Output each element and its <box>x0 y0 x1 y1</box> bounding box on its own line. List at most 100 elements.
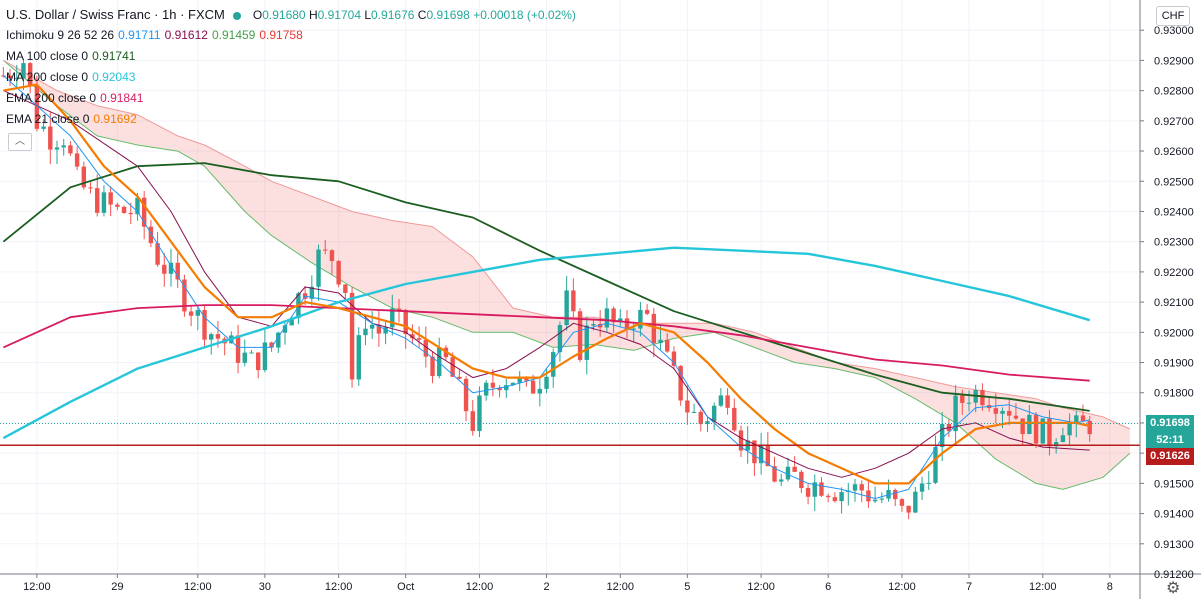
candle-body <box>584 325 589 360</box>
candle-body <box>725 395 730 408</box>
candle-body <box>182 279 187 312</box>
bar-countdown-badge: 52:11 <box>1146 431 1194 449</box>
cloud-segment <box>144 118 151 148</box>
candle-body <box>966 402 972 404</box>
cloud-segment <box>922 379 929 407</box>
cloud-segment <box>526 311 534 340</box>
candle-body <box>530 380 536 394</box>
candle-body <box>872 499 878 502</box>
cloud-segment <box>77 98 84 126</box>
collapse-legend-button[interactable]: ︿ <box>8 133 32 151</box>
candle-body <box>41 126 46 129</box>
candle-body <box>1074 415 1079 425</box>
cloud-segment <box>264 177 272 236</box>
indicator-label: MA 100 close 0 <box>6 49 89 63</box>
candle-body <box>423 339 429 357</box>
cloud-segment <box>278 183 285 245</box>
price-tick-label: 0.92300 <box>1154 237 1194 249</box>
indicator-row: MA 200 close 0 0.92043 <box>6 67 576 88</box>
cloud-segment <box>97 105 104 138</box>
candle-body <box>866 490 871 502</box>
time-tick-label: 29 <box>111 581 123 593</box>
cloud-segment <box>1015 395 1023 476</box>
candle-body <box>1060 435 1066 443</box>
cloud-segment <box>680 323 688 338</box>
candle-body <box>638 309 643 329</box>
price-tick-label: 0.91400 <box>1154 509 1194 521</box>
indicator-label: EMA 21 close 0 <box>6 112 90 126</box>
cloud-segment <box>459 246 467 330</box>
candle-body <box>960 395 965 403</box>
candle-body <box>524 377 529 381</box>
candle-body <box>765 445 771 467</box>
price-tick-label: 0.92500 <box>1154 176 1194 188</box>
candle-body <box>27 63 33 86</box>
cloud-segment <box>479 265 487 333</box>
cloud-segment <box>184 138 192 159</box>
cloud-segment <box>231 159 239 204</box>
candle-body <box>926 482 931 484</box>
candle-body <box>141 197 147 227</box>
candle-body <box>510 382 516 386</box>
cloud-segment <box>124 111 131 144</box>
time-tick-label: Oct <box>397 581 414 593</box>
candle-body <box>470 411 475 432</box>
price-tick-label: 0.92900 <box>1154 55 1194 67</box>
candle-body <box>363 328 368 336</box>
cloud-segment <box>70 95 78 121</box>
cloud-segment <box>445 236 453 325</box>
legend-title-row: U.S. Dollar / Swiss Franc · 1h · FXCM O0.… <box>6 4 576 25</box>
candle-body <box>477 395 482 432</box>
currency-button[interactable]: CHF <box>1156 6 1190 26</box>
candle-body <box>1000 410 1005 414</box>
cloud-segment <box>117 110 125 142</box>
candle-body <box>162 264 167 274</box>
candle-body <box>255 352 261 371</box>
candle-body <box>1033 414 1039 444</box>
candle-body <box>1020 418 1025 435</box>
candle-body <box>457 376 462 379</box>
indicator-row: EMA 200 close 0 0.91841 <box>6 88 576 109</box>
settings-gear-icon[interactable]: ⚙ <box>1166 580 1181 597</box>
candle-body <box>678 365 683 401</box>
time-tick-label: 2 <box>543 581 549 593</box>
cloud-segment <box>385 219 393 309</box>
cloud-segment <box>305 193 312 263</box>
candle-body <box>577 311 583 360</box>
candle-body <box>48 126 53 150</box>
candle-body <box>980 390 985 406</box>
cloud-segment <box>915 377 923 403</box>
candle-body <box>1027 414 1032 435</box>
indicator-row: Ichimoku 9 26 52 26 0.91711 0.91612 0.91459… <box>6 25 576 46</box>
market-status-icon <box>232 11 241 20</box>
candle-body <box>738 430 744 451</box>
indicator-value: 0.92043 <box>92 70 136 84</box>
candle-body <box>591 323 596 326</box>
indicator-label: Ichimoku 9 26 52 26 <box>6 28 115 42</box>
candle-body <box>1013 415 1019 419</box>
cloud-segment <box>466 251 473 333</box>
time-tick-label: 12:00 <box>1029 581 1057 593</box>
cloud-segment <box>110 108 118 141</box>
candle-body <box>128 212 133 215</box>
candle-body <box>242 352 247 363</box>
candle-body <box>349 292 355 380</box>
candle-body <box>785 466 791 480</box>
price-tick-label: 0.92700 <box>1154 116 1194 128</box>
candle-body <box>651 313 657 344</box>
candle-body <box>618 318 623 323</box>
ema200-line <box>3 304 1090 382</box>
candle-body <box>356 335 361 380</box>
candle-body <box>537 388 543 394</box>
candle-body <box>396 308 402 310</box>
cloud-segment <box>392 220 399 310</box>
time-tick-label: 5 <box>684 581 690 593</box>
cloud-segment <box>486 273 493 333</box>
indicator-row: MA 100 close 0 0.91741 <box>6 46 576 67</box>
candle-body <box>34 85 40 129</box>
candle-body <box>262 342 268 371</box>
cloud-segment <box>533 312 540 343</box>
cloud-segment <box>1076 410 1083 486</box>
cloud-segment <box>519 309 527 338</box>
